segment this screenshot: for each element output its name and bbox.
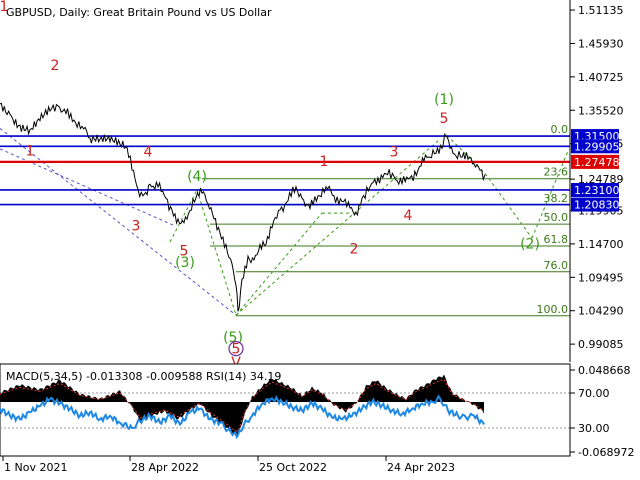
indicator-tick-label: 0.048668 [578,364,631,377]
fib-level-label: 38.2 [544,192,569,205]
fib-level-label: 23.6 [544,166,569,179]
indicator-label: MACD(5,34,5) -0.013308 -0.009588 RSI(14)… [6,370,281,383]
fib-level-label: 50.0 [544,211,569,224]
chart-title: GBPUSD, Daily: Great Britain Pound vs US… [6,6,272,19]
time-axis[interactable]: 1 Nov 2021 28 Apr 2022 25 Oct 2022 24 Apr 2… [0,455,570,474]
price-series [0,102,486,312]
macd-signal-line [0,378,485,432]
wave-label: 1 [26,143,35,159]
price-tick-label: 1.04290 [578,305,624,318]
indicator-axis[interactable]: 0.048668 70.00 30.00 -0.068972 [569,364,634,459]
trendline [235,212,323,316]
wave-label: V [231,355,241,371]
trendline [235,138,441,316]
wave-circle [228,341,244,357]
fib-level-label: 61.8 [544,233,569,246]
price-tick-label: 1.14700 [578,238,624,251]
level-price-tag [571,154,619,169]
trendline [169,189,198,243]
price-tick-label: 1.51135 [578,4,624,17]
time-tick-label: 28 Apr 2022 [131,461,199,474]
price-tick-label: 1.40725 [578,71,624,84]
time-tick-label: 25 Oct 2022 [259,461,327,474]
fib-level-label: 76.0 [544,259,569,272]
wave-label: 2 [51,58,60,74]
price-tick-label: 0.99085 [578,338,624,351]
price-axis[interactable]: 1.511351.459301.407251.355201.303151.247… [569,0,624,362]
trendline [196,189,237,316]
level-price-label: 1.27478 [574,156,620,169]
indicator-tick-label: 30.00 [578,422,610,435]
time-tick-label: 24 Apr 2023 [387,461,455,474]
rsi-line [0,394,485,440]
indicator-tick-label: -0.068972 [578,446,634,459]
wave-label: 5 [440,111,449,127]
wave-label: 4 [404,208,413,224]
wave-label: (4) [187,169,207,185]
level-price-tag [571,182,619,197]
wave-label: 3 [390,145,399,161]
fib-level-label: 100.0 [537,303,569,316]
indicator-tick-label: 70.00 [578,387,610,400]
level-price-tag [571,197,619,212]
price-tick-label: 1.35520 [578,104,624,117]
price-tick-label: 1.45930 [578,37,624,50]
level-price-label: 1.20830 [574,199,620,212]
wave-label: (2) [520,236,540,252]
trendline [531,150,569,239]
price-tick-label: 1.24789 [578,173,624,186]
price-tick-label: 1.09495 [578,271,624,284]
indicator-panel: MACD(5,34,5) -0.013308 -0.009588 RSI(14)… [0,363,571,457]
wave-label: (3) [175,255,195,271]
macd-histogram [0,374,484,437]
level-price-tag [571,139,619,154]
wave-label: 3 [132,218,141,234]
level-price-label: 1.29905 [574,140,620,153]
trendline [0,127,237,316]
wave-label: 4 [144,145,153,161]
wave-label: 2 [350,242,359,258]
time-tick-label: 1 Nov 2021 [4,461,67,474]
fib-level-label: 0.0 [551,123,569,136]
wave-label: 1 [320,154,329,170]
wave-label: (1) [434,92,454,108]
wave-label: 5 [232,342,241,358]
wave-label: 1 [0,0,8,15]
level-price-label: 1.23100 [574,184,620,197]
wave-label: 5 [180,243,189,259]
